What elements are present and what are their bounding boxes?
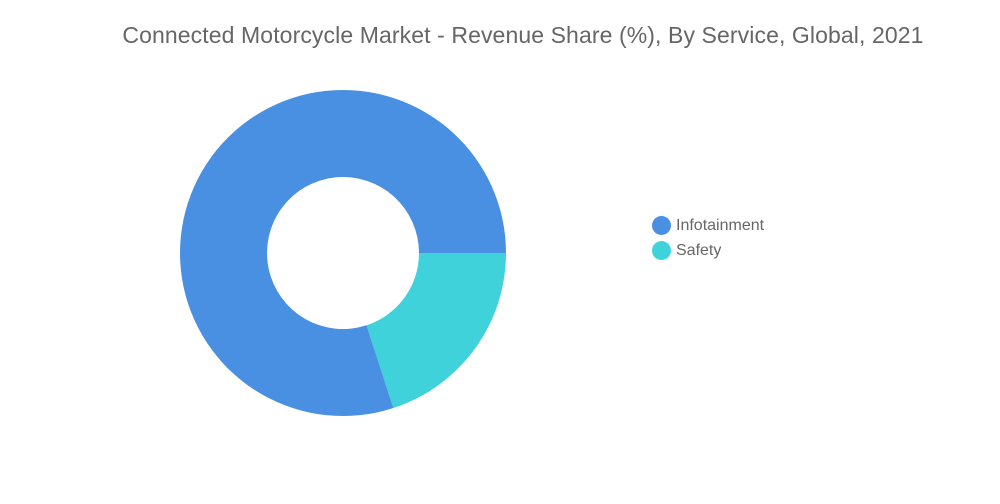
legend-item-safety[interactable]: Safety — [652, 238, 764, 263]
legend-swatch-infotainment — [652, 216, 671, 235]
donut-slice-infotainment[interactable] — [179, 89, 506, 416]
donut-slice-safety[interactable] — [366, 253, 506, 409]
legend-label-infotainment: Infotainment — [676, 216, 765, 234]
chart-title: Connected Motorcycle Market - Revenue Sh… — [122, 22, 924, 48]
legend-label-safety: Safety — [676, 241, 722, 259]
legend-swatch-safety — [652, 241, 671, 260]
legend-item-infotainment[interactable]: Infotainment — [652, 213, 764, 238]
legend: Infotainment Safety — [652, 213, 764, 263]
